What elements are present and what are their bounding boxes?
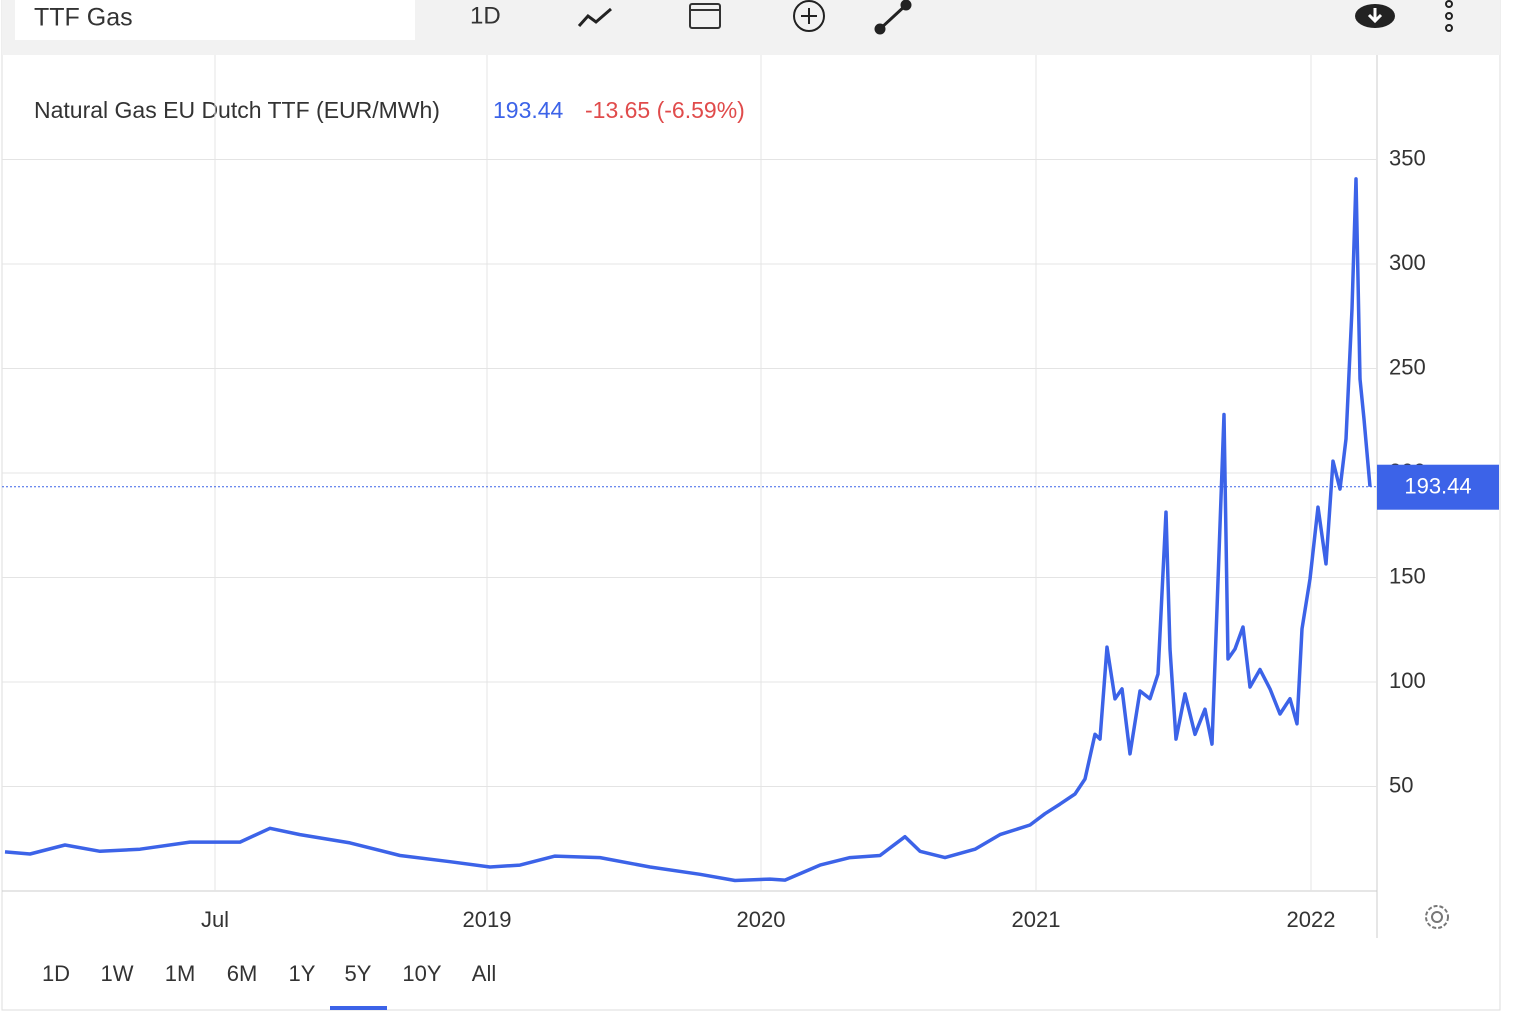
- x-tick-label: 2020: [737, 907, 786, 932]
- calendar-icon[interactable]: [689, 3, 721, 29]
- download-icon[interactable]: [1355, 4, 1395, 28]
- last-price: 193.44: [493, 97, 564, 123]
- compare-icon[interactable]: [793, 0, 825, 32]
- x-tick-label: 2022: [1287, 907, 1336, 932]
- x-tick-label: 2021: [1012, 907, 1061, 932]
- x-tick-label: 2019: [463, 907, 512, 932]
- chart-type-icon[interactable]: [577, 7, 612, 28]
- interval[interactable]: 1D: [470, 2, 501, 29]
- price-change: -13.65 (-6.59%): [585, 97, 745, 123]
- y-tick-label: 300: [1389, 250, 1426, 275]
- y-tick-label: 350: [1389, 145, 1426, 170]
- draw-icon[interactable]: [874, 0, 912, 35]
- range-button[interactable]: 1D: [42, 961, 70, 986]
- range-button[interactable]: All: [472, 961, 496, 986]
- range-button[interactable]: 10Y: [402, 961, 441, 986]
- y-tick-label: 100: [1389, 668, 1426, 693]
- range-button[interactable]: 1W: [101, 961, 134, 986]
- x-tick-label: Jul: [201, 907, 229, 932]
- symbol-box[interactable]: [15, 0, 415, 40]
- range-button[interactable]: 6M: [227, 961, 258, 986]
- y-tick-label: 150: [1389, 563, 1426, 588]
- symbol[interactable]: TTF Gas: [34, 4, 133, 32]
- range-button[interactable]: 1Y: [289, 961, 316, 986]
- range-button[interactable]: 5Y: [345, 961, 372, 986]
- last-price-label: 193.44: [1404, 474, 1471, 499]
- last-price-tag: [1377, 464, 1499, 510]
- price-line: [4, 177, 1372, 883]
- y-tick-label: 50: [1389, 772, 1413, 797]
- frame: [1, 0, 1501, 1011]
- range-underline: [330, 1006, 387, 1010]
- series-title: Natural Gas EU Dutch TTF (EUR/MWh): [34, 97, 440, 123]
- y-tick-label: 250: [1389, 354, 1426, 379]
- menu-icon[interactable]: [1445, 0, 1453, 32]
- range-button[interactable]: 1M: [165, 961, 196, 986]
- settings-icon[interactable]: [1425, 905, 1449, 929]
